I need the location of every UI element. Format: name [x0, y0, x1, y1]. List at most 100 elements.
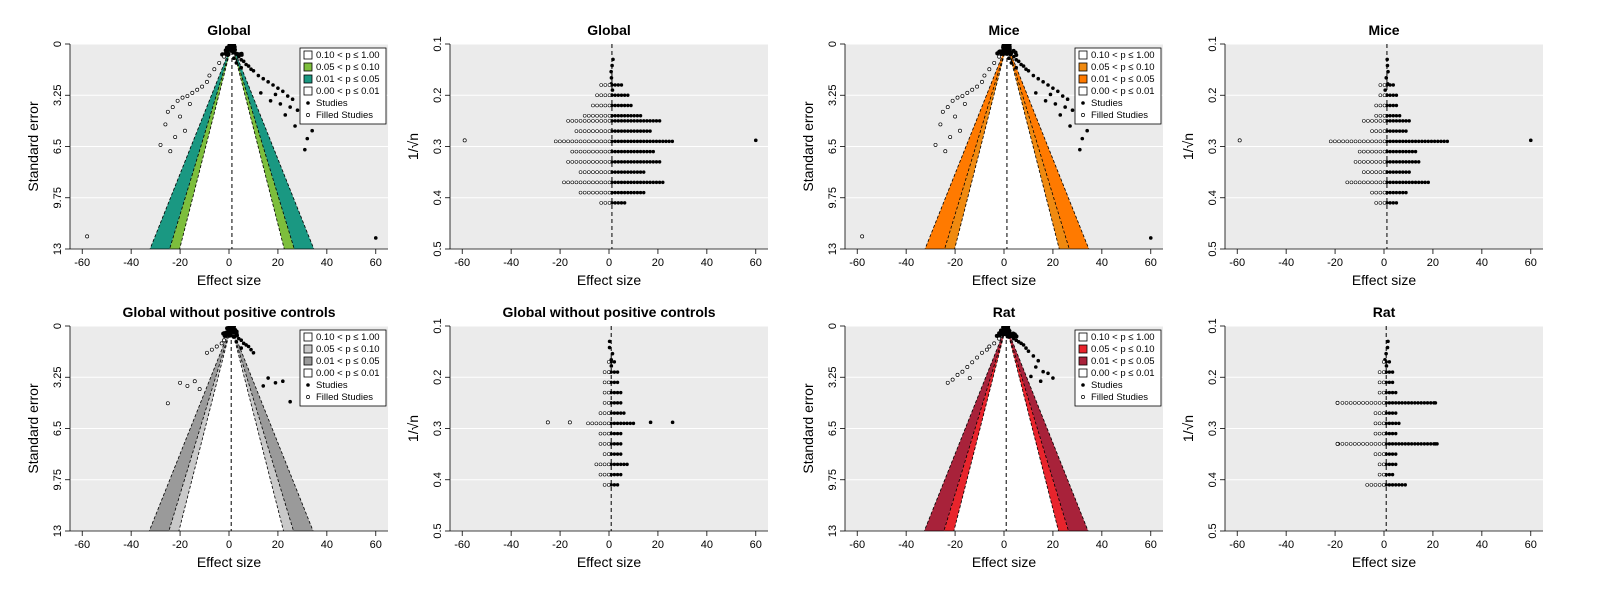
study-point — [1024, 346, 1028, 350]
study-point — [622, 411, 626, 415]
legend: 0.10 < p ≤ 1.000.05 < p ≤ 0.100.01 < p ≤… — [299, 47, 387, 125]
y-tick-label: 0 — [52, 41, 64, 47]
study-point — [612, 390, 617, 395]
x-tick-label: -40 — [1278, 539, 1294, 551]
study-point — [1385, 345, 1390, 350]
filled-study-point — [1361, 442, 1365, 446]
study-point — [1383, 88, 1387, 92]
study-point — [1390, 483, 1395, 487]
study-point — [625, 462, 629, 467]
legend-marker-studies — [1081, 383, 1085, 387]
plot-area — [845, 326, 1163, 531]
study-point — [645, 149, 649, 154]
study-point — [648, 119, 652, 123]
x-tick-label: 0 — [1001, 539, 1007, 551]
filled-study-point — [170, 105, 175, 110]
study-point — [612, 431, 617, 436]
x-axis-label: Effect size — [197, 272, 262, 288]
filled-study-point — [603, 103, 608, 108]
study-point — [1394, 483, 1398, 487]
x-tick-label: 20 — [1047, 539, 1059, 551]
legend-label: Filled Studies — [316, 110, 373, 121]
study-point — [1423, 139, 1427, 144]
study-point — [1413, 149, 1418, 154]
study-point — [273, 92, 278, 97]
study-point — [1394, 119, 1399, 123]
y-tick-label: 0.3 — [432, 139, 444, 154]
x-tick-label: 0 — [226, 539, 232, 551]
filled-study-point — [1357, 180, 1362, 185]
study-point — [612, 401, 617, 405]
filled-study-point — [1370, 119, 1374, 123]
filled-study-point — [578, 180, 583, 185]
panel-global-nopc-contour: 0.10 < p ≤ 1.000.05 < p ≤ 0.100.01 < p ≤… — [25, 304, 388, 570]
study-point — [619, 411, 623, 415]
filled-study-point — [195, 87, 200, 92]
x-tick-label: -60 — [849, 539, 865, 551]
study-point — [670, 139, 675, 144]
study-point — [635, 160, 640, 164]
y-axis-label: Standard error — [25, 101, 41, 192]
study-point — [1387, 472, 1392, 477]
study-point — [1423, 180, 1427, 185]
study-point — [1445, 139, 1450, 144]
filled-study-point — [1345, 139, 1350, 144]
study-point — [651, 119, 655, 123]
study-point — [1391, 119, 1395, 123]
panel-rat-contour: 0.10 < p ≤ 1.000.05 < p ≤ 0.100.01 < p ≤… — [800, 304, 1163, 570]
contour-region-p005 — [231, 44, 295, 249]
legend-label: 0.00 < p ≤ 0.01 — [1091, 86, 1155, 97]
filled-study-point — [566, 139, 570, 144]
filled-study-point — [1374, 103, 1379, 108]
study-point — [1391, 190, 1395, 195]
filled-study-point — [599, 119, 604, 123]
study-point — [629, 170, 633, 174]
study-point — [642, 129, 646, 133]
filled-study-point — [595, 129, 599, 133]
filled-study-point — [598, 431, 603, 436]
study-point — [609, 370, 613, 374]
study-point — [1394, 452, 1398, 456]
study-point — [626, 129, 630, 133]
filled-study-point — [222, 338, 227, 343]
study-point — [613, 180, 617, 185]
study-point — [1407, 139, 1411, 144]
filled-study-point — [607, 170, 612, 174]
filled-study-point — [1340, 401, 1345, 405]
study-point — [661, 180, 665, 185]
study-point — [610, 93, 614, 97]
x-tick-label: 40 — [321, 539, 333, 551]
study-point — [619, 83, 624, 87]
study-point — [626, 190, 630, 195]
study-point — [1413, 139, 1418, 144]
filled-study-point — [1335, 400, 1340, 405]
filled-study-point — [607, 119, 612, 123]
filled-study-point — [606, 421, 611, 426]
study-point — [1419, 401, 1423, 405]
filled-study-point — [185, 94, 190, 98]
filled-study-point — [599, 113, 604, 118]
study-point — [657, 139, 662, 144]
contour-line — [1005, 326, 1089, 531]
legend-swatch — [1078, 356, 1088, 366]
filled-study-point — [558, 139, 562, 144]
contour-line — [168, 326, 232, 531]
filled-study-point — [192, 379, 197, 384]
filled-study-point — [962, 101, 967, 106]
filled-study-point — [570, 119, 575, 123]
legend-label: Filled Studies — [1091, 110, 1148, 121]
study-point — [610, 139, 614, 144]
filled-study-point — [1378, 201, 1383, 205]
study-point — [609, 462, 613, 467]
filled-study-point — [1382, 160, 1387, 164]
filled-study-point — [960, 369, 965, 374]
x-tick-label: -60 — [454, 257, 470, 269]
filled-study-point — [965, 365, 970, 369]
filled-study-point — [185, 383, 190, 388]
study-point — [1403, 483, 1407, 487]
study-point — [610, 129, 614, 133]
study-point — [622, 180, 627, 185]
filled-study-point — [1374, 201, 1379, 205]
x-tick-label: 60 — [1525, 539, 1537, 551]
filled-study-point — [173, 135, 178, 139]
